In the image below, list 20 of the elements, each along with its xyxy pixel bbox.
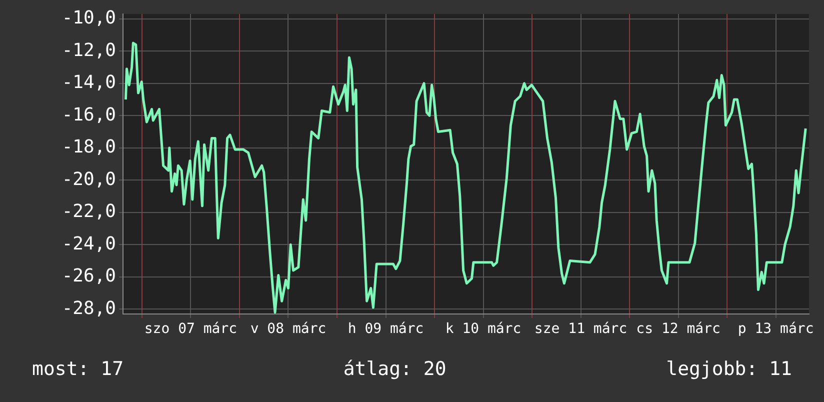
y-tick-label: -16,0 bbox=[62, 104, 116, 126]
x-tick-label: cs 12 márc bbox=[636, 321, 720, 338]
y-tick-label: -14,0 bbox=[62, 72, 116, 94]
y-tick-label: -18,0 bbox=[62, 136, 116, 158]
y-tick-label: -20,0 bbox=[62, 168, 116, 190]
y-tick-label: -10,0 bbox=[62, 8, 116, 29]
y-tick-label: -26,0 bbox=[62, 266, 116, 287]
text: átlag: 20 bbox=[343, 358, 446, 380]
x-tick-label: k 10 márc bbox=[445, 321, 522, 338]
text: legjobb: 11 bbox=[666, 358, 792, 380]
y-tick-label: -24,0 bbox=[62, 233, 116, 254]
y-tick-label: -22,0 bbox=[62, 201, 116, 222]
x-tick-label: sze 11 márc bbox=[534, 321, 628, 338]
x-tick-label: szo 07 márc bbox=[144, 321, 238, 338]
x-tick-label: h 09 márc bbox=[348, 321, 424, 338]
x-tick-label: p 13 márc bbox=[738, 321, 814, 338]
x-tick-label: v 08 márc bbox=[250, 321, 326, 338]
y-tick-label: -12,0 bbox=[62, 40, 116, 61]
text: most: 17 bbox=[32, 358, 124, 380]
y-tick-label: -28,0 bbox=[62, 298, 116, 319]
